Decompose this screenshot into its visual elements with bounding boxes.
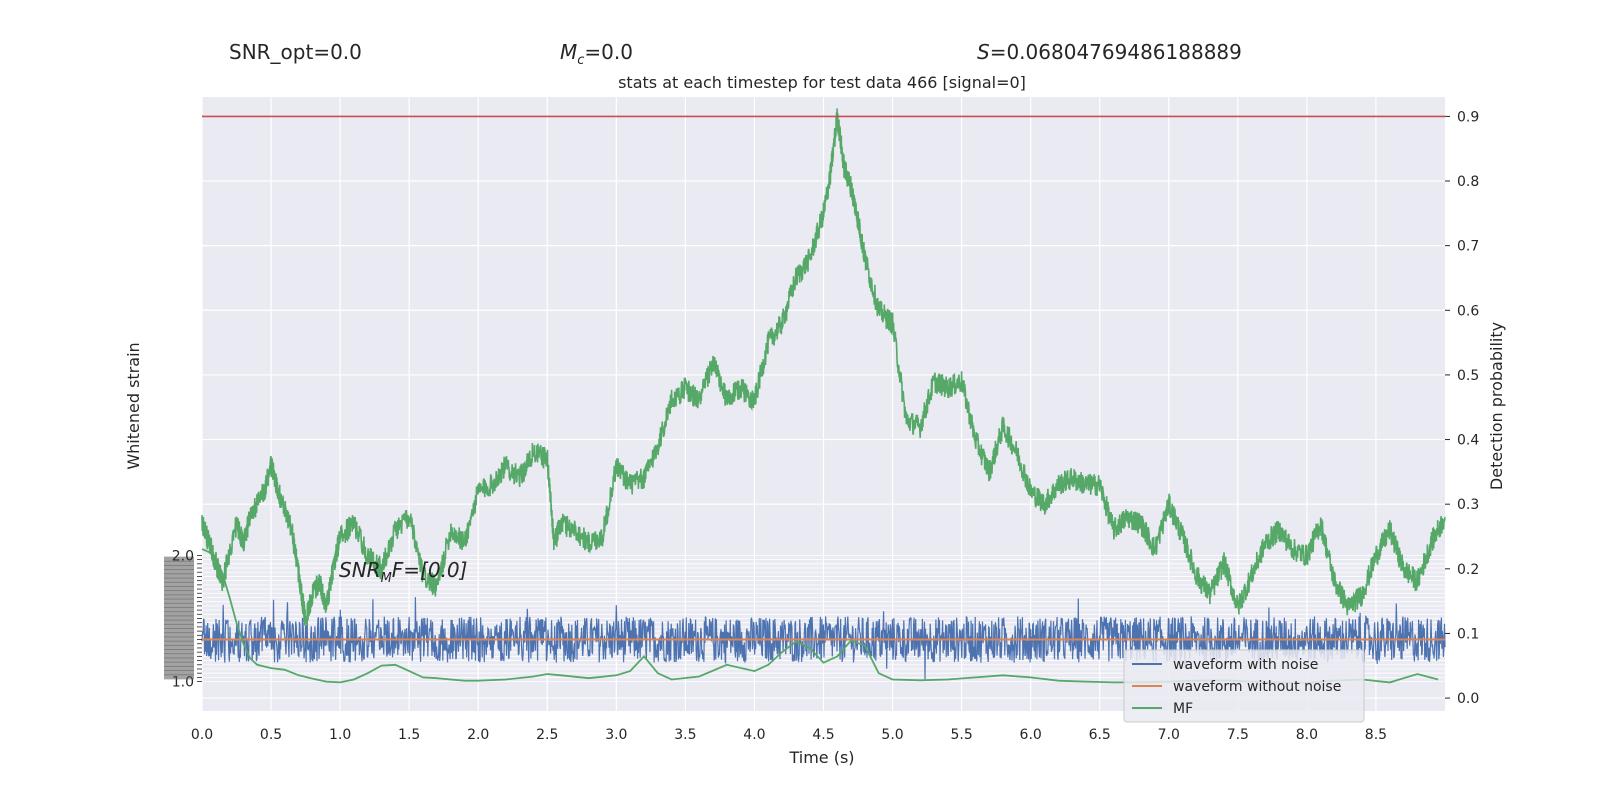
x-tick-label: 6.5 bbox=[1089, 727, 1111, 743]
right-tick-label: 0.1 bbox=[1457, 626, 1479, 642]
s-value: =0.06804769486188889 bbox=[990, 40, 1242, 64]
detection-probability-path bbox=[201, 108, 1446, 626]
left-tick-label-crowded bbox=[164, 657, 194, 663]
left-tick-label-crowded bbox=[164, 581, 194, 587]
x-tick-label: 8.0 bbox=[1296, 727, 1318, 743]
left-tick-label-crowded bbox=[164, 573, 194, 579]
x-tick-label: 2.0 bbox=[467, 727, 489, 743]
right-tick-label: 0.2 bbox=[1457, 562, 1479, 578]
mc-symbol: M bbox=[560, 40, 577, 64]
left-tick-label-crowded bbox=[164, 615, 194, 621]
x-tick-label: 0.0 bbox=[191, 727, 213, 743]
waveform-with-noise-line bbox=[201, 597, 1446, 680]
left-tick-label-crowded bbox=[164, 594, 194, 600]
left-tick-label-crowded bbox=[164, 649, 194, 655]
left-tick-label-crowded bbox=[164, 560, 194, 566]
x-tick-label: 6.0 bbox=[1020, 727, 1042, 743]
right-axis-label: Detection probability bbox=[1487, 322, 1506, 490]
left-axis-label: Whitened strain bbox=[124, 342, 143, 469]
x-tick-label: 8.5 bbox=[1365, 727, 1387, 743]
left-tick-label-crowded bbox=[164, 590, 194, 596]
detection-probability-line bbox=[201, 108, 1446, 626]
x-tick-label: 2.5 bbox=[536, 727, 558, 743]
legend-label-mf: MF bbox=[1173, 701, 1193, 717]
right-tick-label: 0.3 bbox=[1457, 497, 1479, 513]
x-tick-label: 0.5 bbox=[260, 727, 282, 743]
left-tick-label-crowded bbox=[164, 569, 194, 575]
mc-value: =0.0 bbox=[584, 40, 633, 64]
left-tick-label-crowded bbox=[164, 586, 194, 592]
left-tick-label-crowded bbox=[164, 565, 194, 571]
x-tick-label: 4.0 bbox=[743, 727, 765, 743]
right-tick-label: 0.4 bbox=[1457, 433, 1479, 449]
snr-opt-label: SNR_opt=0.0 bbox=[229, 40, 362, 64]
legend-box bbox=[1123, 649, 1365, 723]
x-tick-label: 3.5 bbox=[674, 727, 696, 743]
mc-subscript: c bbox=[577, 53, 584, 68]
x-tick-label: 3.0 bbox=[605, 727, 627, 743]
right-tick-label: 0.6 bbox=[1457, 303, 1479, 319]
left-tick-label-crowded bbox=[164, 607, 194, 613]
x-axis-label: Time (s) bbox=[788, 748, 854, 767]
x-axis-ticks: 0.0 0.5 1.0 1.5 2.0 2.5 3.0 3.5 4.0 4.5 5.0 5.5 6.0 6… bbox=[191, 727, 1387, 743]
left-tick-label-crowded bbox=[164, 602, 194, 608]
left-tick-label-crowded bbox=[164, 661, 194, 667]
x-tick-label: 1.0 bbox=[329, 727, 351, 743]
right-tick-label: 0.7 bbox=[1457, 239, 1479, 255]
left-tick-label-crowded bbox=[164, 623, 194, 629]
waveform-with-noise-path bbox=[201, 597, 1446, 680]
s-label: S=0.06804769486188889 bbox=[977, 40, 1242, 64]
chart-title: stats at each timestep for test data 466… bbox=[618, 73, 1026, 92]
legend-label-clean: waveform without noise bbox=[1173, 679, 1341, 695]
left-tick-label-crowded bbox=[164, 598, 194, 604]
left-tick-label: 2.0 bbox=[172, 548, 194, 564]
left-tick-label-crowded bbox=[164, 632, 194, 638]
x-tick-label: 7.0 bbox=[1158, 727, 1180, 743]
left-tick-label-crowded bbox=[164, 644, 194, 650]
left-tick-label-crowded bbox=[164, 556, 194, 562]
left-tick-label-crowded bbox=[164, 674, 194, 680]
legend: waveform with noise waveform without noi… bbox=[1123, 649, 1365, 723]
left-tick-label-crowded bbox=[164, 653, 194, 659]
x-tick-label: 7.5 bbox=[1227, 727, 1249, 743]
left-axis-ticks: 1.02.0 bbox=[164, 548, 202, 691]
left-tick-label-crowded bbox=[164, 619, 194, 625]
right-tick-label: 0.0 bbox=[1457, 691, 1479, 707]
left-tick-label-crowded bbox=[164, 636, 194, 642]
s-symbol: S bbox=[977, 40, 990, 64]
snr-mf-rest: F=[0.0] bbox=[392, 558, 468, 582]
right-tick-label: 0.9 bbox=[1457, 109, 1479, 125]
right-tick-label: 0.5 bbox=[1457, 368, 1479, 384]
x-tick-label: 5.5 bbox=[950, 727, 972, 743]
legend-label-noise: waveform with noise bbox=[1173, 657, 1318, 673]
left-tick-label-crowded bbox=[164, 628, 194, 634]
x-tick-label: 5.0 bbox=[881, 727, 903, 743]
mc-label: Mc=0.0 bbox=[560, 40, 633, 68]
left-tick-label-crowded bbox=[164, 670, 194, 676]
snr-mf-annotation: SNRMF=[0.0] bbox=[339, 558, 467, 586]
left-tick-label-crowded bbox=[164, 640, 194, 646]
left-tick-label-crowded bbox=[164, 665, 194, 671]
snr-mf-main: SNR bbox=[339, 558, 381, 582]
right-tick-label: 0.8 bbox=[1457, 174, 1479, 190]
right-axis-ticks: 0.0 0.1 0.2 0.3 0.4 0.5 0.6 0.7 0.8 0.9 bbox=[1445, 109, 1479, 707]
x-tick-label: 4.5 bbox=[812, 727, 834, 743]
x-tick-label: 1.5 bbox=[398, 727, 420, 743]
left-tick-label-crowded bbox=[164, 577, 194, 583]
left-tick-label-crowded bbox=[164, 611, 194, 617]
snr-mf-sub: M bbox=[381, 571, 392, 586]
